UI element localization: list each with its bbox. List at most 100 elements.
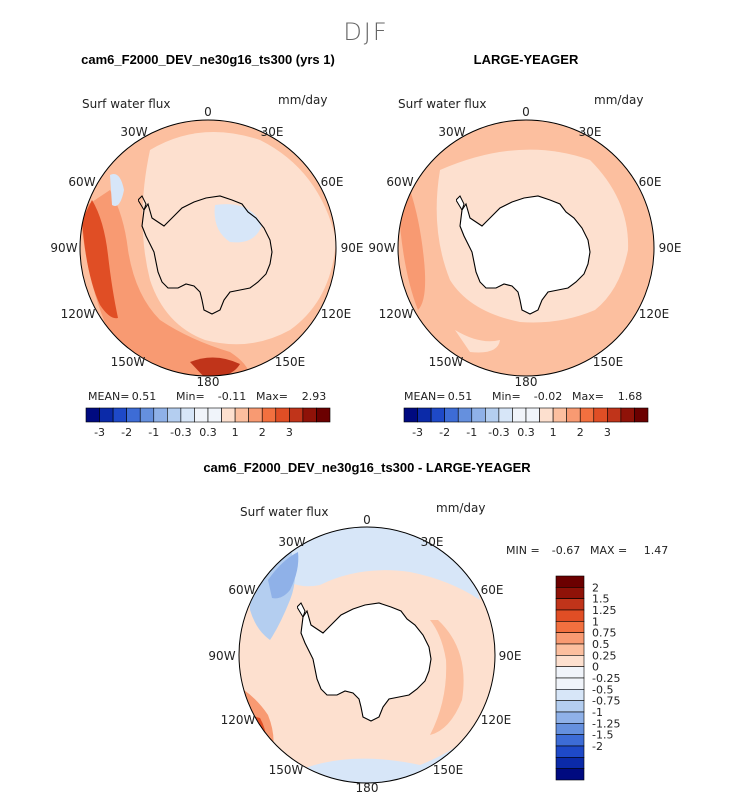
colorbar-cell <box>634 407 649 423</box>
panel-1-contour-max-west <box>82 200 118 319</box>
panel-2-lon-60w: 60W <box>386 175 413 189</box>
colorbar-cell <box>555 757 585 769</box>
panel-1-contour-high-west <box>80 190 250 376</box>
colorbar-cell <box>234 407 249 423</box>
panel-1-lon-0: 0 <box>204 105 212 119</box>
colorbar-cell <box>555 643 585 656</box>
colorbar-cell <box>302 407 317 423</box>
colorbar-tick-label: -1.25 <box>592 717 620 730</box>
panel-2-min-label: Min= <box>492 390 521 403</box>
colorbar-cell <box>593 407 608 423</box>
colorbar-cell <box>417 407 432 423</box>
panel-3-lon-60e: 60E <box>481 583 504 597</box>
colorbar-cell <box>194 407 209 423</box>
colorbar-tick-label: -0.25 <box>592 672 620 685</box>
colorbar-tick-label: -0.3 <box>488 426 509 439</box>
panel-2-lon-120w: 120W <box>379 307 414 321</box>
colorbar-cell <box>525 407 540 423</box>
colorbar-cell <box>555 575 585 588</box>
colorbar-tick-label: -1 <box>148 426 159 439</box>
panel-2: LARGE-YEAGER Surf water flux mm/day 0 30… <box>368 52 681 439</box>
colorbar-tick-label: 1 <box>592 615 599 628</box>
colorbar-tick-label: -3 <box>94 426 105 439</box>
panel-1-units: mm/day <box>278 93 328 107</box>
colorbar-tick-label: 0.5 <box>592 638 610 651</box>
panel-2-lon-180: 180 <box>515 375 538 389</box>
colorbar-cell <box>555 632 585 645</box>
panel-1-lon-90e: 90E <box>341 241 364 255</box>
panel-3-map <box>239 527 495 783</box>
colorbar-tick-label: -2 <box>592 740 603 753</box>
panel-1-lon-120e: 120E <box>321 307 352 321</box>
colorbar-cell <box>552 407 567 423</box>
colorbar-cell <box>555 655 585 667</box>
colorbar-cell <box>555 700 585 713</box>
panel-3-variable: Surf water flux <box>240 505 328 519</box>
panel-3-colorbar: 21.51.2510.750.50.250-0.25-0.5-0.75-1-1.… <box>555 575 620 781</box>
figure-suptitle: DJF <box>343 18 388 46</box>
panel-2-contour-high-west <box>398 190 426 310</box>
panel-1-mean-label: MEAN= <box>88 390 129 403</box>
panel-1-lon-180: 180 <box>197 375 220 389</box>
colorbar-cell <box>153 407 168 423</box>
colorbar-cell <box>289 407 304 423</box>
colorbar-cell <box>403 407 418 423</box>
colorbar-cell <box>207 407 222 423</box>
panel-3-contour-neg-west-core <box>268 552 299 599</box>
colorbar-cell <box>555 587 585 599</box>
colorbar-cell <box>555 598 585 611</box>
colorbar-tick-label: -0.5 <box>592 683 613 696</box>
colorbar-tick-label: -2 <box>121 426 132 439</box>
colorbar-cell <box>579 407 595 423</box>
colorbar-tick-label: 0.25 <box>592 649 617 662</box>
panel-3-lon-0: 0 <box>363 513 371 527</box>
colorbar-tick-label: 3 <box>286 426 293 439</box>
panel-2-mean-label: MEAN= <box>404 390 445 403</box>
panel-2-variable: Surf water flux <box>398 97 486 111</box>
panel-1-lon-150w: 150W <box>111 355 146 369</box>
panel-1-title: cam6_F2000_DEV_ne30g16_ts300 (yrs 1) <box>81 52 335 67</box>
colorbar-cell <box>539 407 554 423</box>
panel-2-min-value: -0.02 <box>534 390 562 403</box>
panel-1-lon-60w: 60W <box>68 175 95 189</box>
panel-2-max-label: Max= <box>572 390 604 403</box>
panel-1-lon-30e: 30E <box>261 125 284 139</box>
panel-2-lon-90w: 90W <box>368 241 395 255</box>
colorbar-cell <box>555 711 585 724</box>
panel-1-max-value: 2.93 <box>302 390 327 403</box>
colorbar-cell <box>555 689 585 701</box>
colorbar-tick-label: -0.3 <box>170 426 191 439</box>
colorbar-tick-label: 3 <box>604 426 611 439</box>
colorbar-cell <box>316 407 331 423</box>
panel-2-lon-90e: 90E <box>659 241 682 255</box>
colorbar-cell <box>261 407 277 423</box>
panel-1: cam6_F2000_DEV_ne30g16_ts300 (yrs 1) Sur… <box>50 52 363 439</box>
colorbar-tick-label: 1 <box>550 426 557 439</box>
panel-2-lon-150w: 150W <box>429 355 464 369</box>
colorbar-tick-label: 2 <box>592 581 599 594</box>
colorbar-tick-label: 0.3 <box>199 426 217 439</box>
panel-2-units: mm/day <box>594 93 644 107</box>
panel-3-max-value: 1.47 <box>644 544 669 557</box>
panel-3-lon-150w: 150W <box>269 763 304 777</box>
panel-3-title: cam6_F2000_DEV_ne30g16_ts300 - LARGE-YEA… <box>203 460 531 475</box>
colorbar-tick-label: -1.5 <box>592 729 613 742</box>
panel-1-contour-max-south <box>190 357 240 376</box>
colorbar-cell <box>444 407 459 423</box>
colorbar-tick-label: -1 <box>592 706 603 719</box>
panel-1-map <box>80 120 336 376</box>
colorbar-cell <box>607 407 622 423</box>
panel-2-lon-30w: 30W <box>438 125 465 139</box>
panel-3-units: mm/day <box>436 501 486 515</box>
panel-1-variable: Surf water flux <box>82 97 170 111</box>
colorbar-tick-label: 1.25 <box>592 604 617 617</box>
colorbar-cell <box>430 407 445 423</box>
panel-2-map-border <box>397 119 655 377</box>
panel-1-lon-60e: 60E <box>321 175 344 189</box>
colorbar-cell <box>126 407 141 423</box>
colorbar-cell <box>180 407 195 423</box>
colorbar-tick-label: 1 <box>232 426 239 439</box>
panel-1-contour-neg <box>110 174 124 206</box>
panel-2-title: LARGE-YEAGER <box>474 52 579 67</box>
panel-1-colorbar: -3 -2 -1 -0.3 0.3 1 2 3 <box>85 407 331 439</box>
